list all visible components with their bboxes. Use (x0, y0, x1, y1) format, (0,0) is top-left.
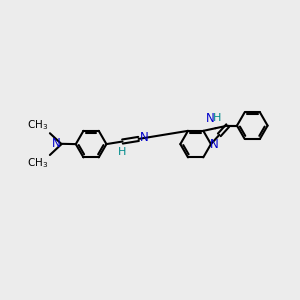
Text: N: N (206, 112, 214, 125)
Text: H: H (118, 146, 127, 157)
Text: N: N (140, 131, 149, 144)
Text: CH$_3$: CH$_3$ (28, 118, 49, 132)
Text: N: N (209, 138, 218, 151)
Text: CH$_3$: CH$_3$ (28, 156, 49, 170)
Text: N: N (52, 137, 61, 150)
Text: H: H (213, 113, 222, 123)
